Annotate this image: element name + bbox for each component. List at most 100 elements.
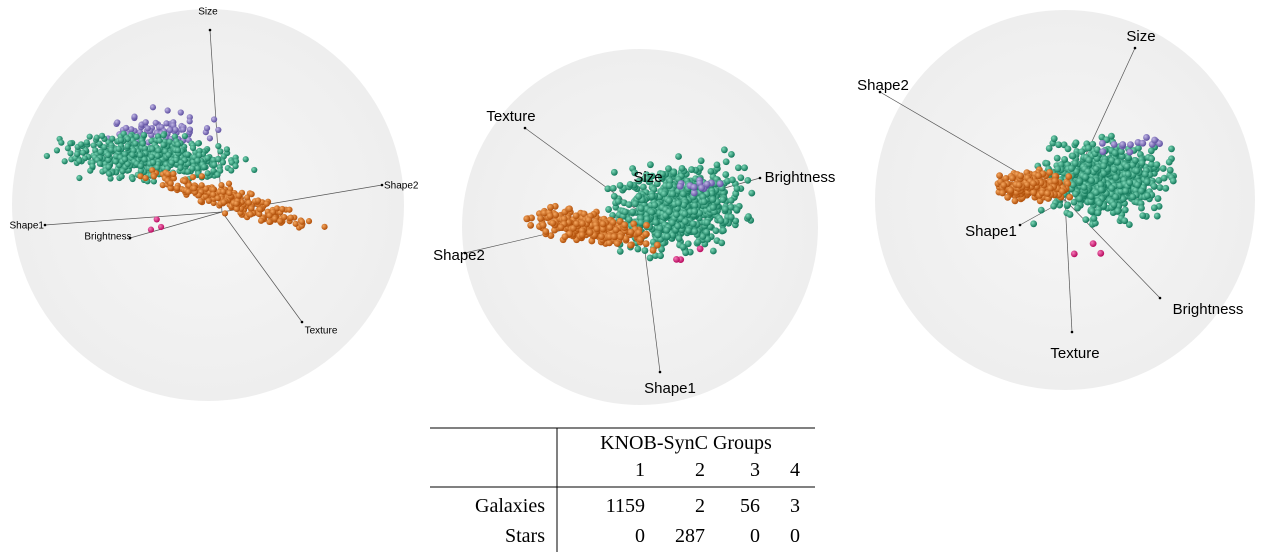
point — [660, 190, 668, 198]
point — [657, 252, 664, 260]
point — [1050, 202, 1058, 210]
point — [137, 162, 144, 170]
point — [1135, 144, 1142, 152]
point — [61, 158, 68, 165]
point — [1108, 156, 1116, 164]
point — [1108, 132, 1115, 140]
point — [232, 163, 239, 170]
point — [180, 126, 187, 133]
point — [676, 182, 684, 190]
point — [1045, 145, 1053, 152]
point — [659, 170, 666, 178]
column-header: 1 — [635, 459, 645, 481]
axis-line — [129, 211, 223, 239]
point — [682, 249, 690, 257]
point — [609, 184, 617, 192]
point — [214, 171, 221, 178]
point — [43, 152, 50, 160]
point — [669, 190, 677, 198]
point — [691, 202, 699, 210]
point — [691, 208, 699, 215]
point — [1058, 187, 1066, 195]
point — [1030, 189, 1037, 197]
column-header: 3 — [750, 459, 760, 481]
point — [226, 190, 233, 197]
point — [665, 165, 672, 173]
point — [605, 239, 613, 247]
point — [996, 172, 1003, 180]
point — [1088, 207, 1096, 215]
point — [679, 243, 687, 251]
point — [690, 183, 698, 191]
point — [86, 133, 93, 140]
point — [228, 167, 235, 174]
point — [673, 211, 680, 219]
point — [172, 126, 179, 133]
point — [1051, 172, 1059, 180]
point — [1156, 184, 1164, 191]
axis-label: Size — [1126, 28, 1155, 45]
point — [58, 139, 65, 146]
point — [606, 224, 614, 231]
point — [733, 185, 741, 193]
point — [1046, 184, 1054, 192]
point — [612, 226, 620, 234]
point — [160, 132, 167, 139]
point — [1110, 201, 1118, 209]
point — [629, 208, 637, 216]
point — [159, 182, 166, 189]
point — [666, 182, 673, 190]
point — [727, 197, 735, 204]
point — [527, 221, 535, 229]
point — [539, 221, 547, 229]
point — [271, 215, 279, 222]
point — [186, 126, 194, 133]
point — [177, 109, 184, 116]
point — [108, 146, 115, 153]
point — [93, 134, 100, 141]
point — [635, 229, 643, 236]
point — [614, 198, 622, 205]
point — [157, 223, 165, 231]
point — [211, 161, 218, 168]
point — [1066, 193, 1074, 201]
point — [1078, 148, 1086, 156]
point — [98, 132, 106, 139]
point — [273, 205, 281, 212]
point — [549, 219, 557, 227]
point — [292, 220, 299, 227]
point — [523, 215, 531, 223]
point — [210, 116, 218, 123]
point — [198, 173, 205, 180]
point — [721, 205, 729, 213]
point — [114, 119, 121, 126]
point — [1098, 186, 1105, 194]
point — [194, 165, 201, 172]
point — [653, 241, 661, 249]
point — [1148, 160, 1155, 168]
point — [643, 215, 651, 223]
point — [1165, 158, 1173, 166]
point — [626, 180, 634, 188]
point — [149, 167, 156, 174]
point — [142, 174, 149, 182]
point — [1053, 154, 1061, 162]
point — [627, 228, 635, 236]
point — [89, 163, 96, 170]
axis-line — [1064, 199, 1161, 299]
column-header: 4 — [790, 459, 800, 481]
point — [668, 219, 676, 227]
point — [1162, 184, 1170, 192]
point — [703, 180, 711, 188]
point — [1093, 146, 1101, 154]
point — [609, 218, 617, 226]
point — [1143, 178, 1151, 186]
point — [150, 159, 157, 166]
point — [653, 180, 661, 188]
point — [557, 223, 565, 231]
point — [1064, 145, 1072, 153]
point — [1070, 250, 1078, 258]
point — [96, 160, 104, 167]
point — [129, 151, 136, 159]
point — [79, 149, 87, 156]
